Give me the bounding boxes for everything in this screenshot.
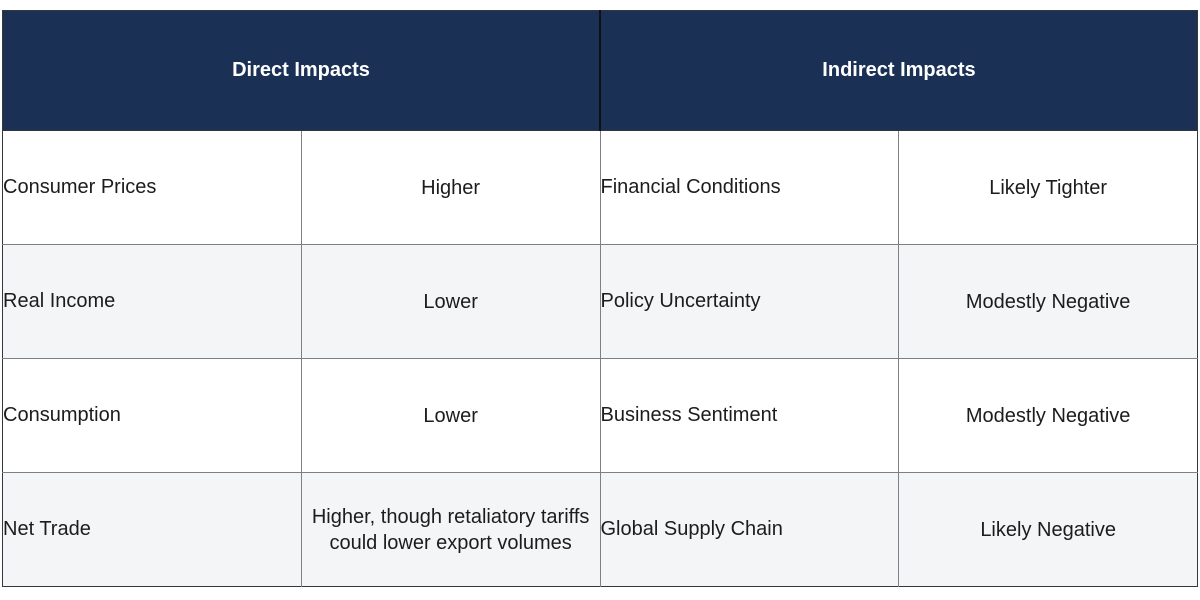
direct-factor-cell: Real Income bbox=[2, 244, 302, 359]
table-row: Consumer Prices Higher Financial Conditi… bbox=[2, 130, 1198, 245]
direct-impact-cell: Higher bbox=[300, 130, 600, 245]
direct-impacts-header: Direct Impacts bbox=[2, 10, 600, 131]
indirect-impacts-header: Indirect Impacts bbox=[599, 10, 1198, 131]
indirect-impact-cell: Modestly Negative bbox=[898, 244, 1198, 359]
direct-impact-cell: Higher, though retaliatory tariffs could… bbox=[300, 472, 600, 587]
direct-factor-cell: Consumer Prices bbox=[2, 130, 302, 245]
indirect-impact-cell: Modestly Negative bbox=[898, 358, 1198, 473]
indirect-factor-cell: Financial Conditions bbox=[599, 130, 899, 245]
indirect-factor-cell: Business Sentiment bbox=[599, 358, 899, 473]
table-row: Real Income Lower Policy Uncertainty Mod… bbox=[2, 244, 1198, 359]
direct-factor-cell: Net Trade bbox=[2, 472, 302, 587]
global-supply-chain-link[interactable]: Global Supply Chain bbox=[599, 472, 899, 587]
indirect-factor-cell: Policy Uncertainty bbox=[599, 244, 899, 359]
direct-impact-cell: Lower bbox=[300, 244, 600, 359]
table-row: Consumption Lower Business Sentiment Mod… bbox=[2, 358, 1198, 473]
indirect-impact-cell: Likely Tighter bbox=[898, 130, 1198, 245]
indirect-impact-cell: Likely Negative bbox=[898, 472, 1198, 587]
direct-impact-cell: Lower bbox=[300, 358, 600, 473]
direct-factor-cell: Consumption bbox=[2, 358, 302, 473]
header-row: Direct Impacts Indirect Impacts bbox=[2, 10, 1198, 131]
tariff-impact-table: Direct Impacts Indirect Impacts Consumer… bbox=[2, 10, 1198, 587]
table-row: Net Trade Higher, though retaliatory tar… bbox=[2, 472, 1198, 587]
